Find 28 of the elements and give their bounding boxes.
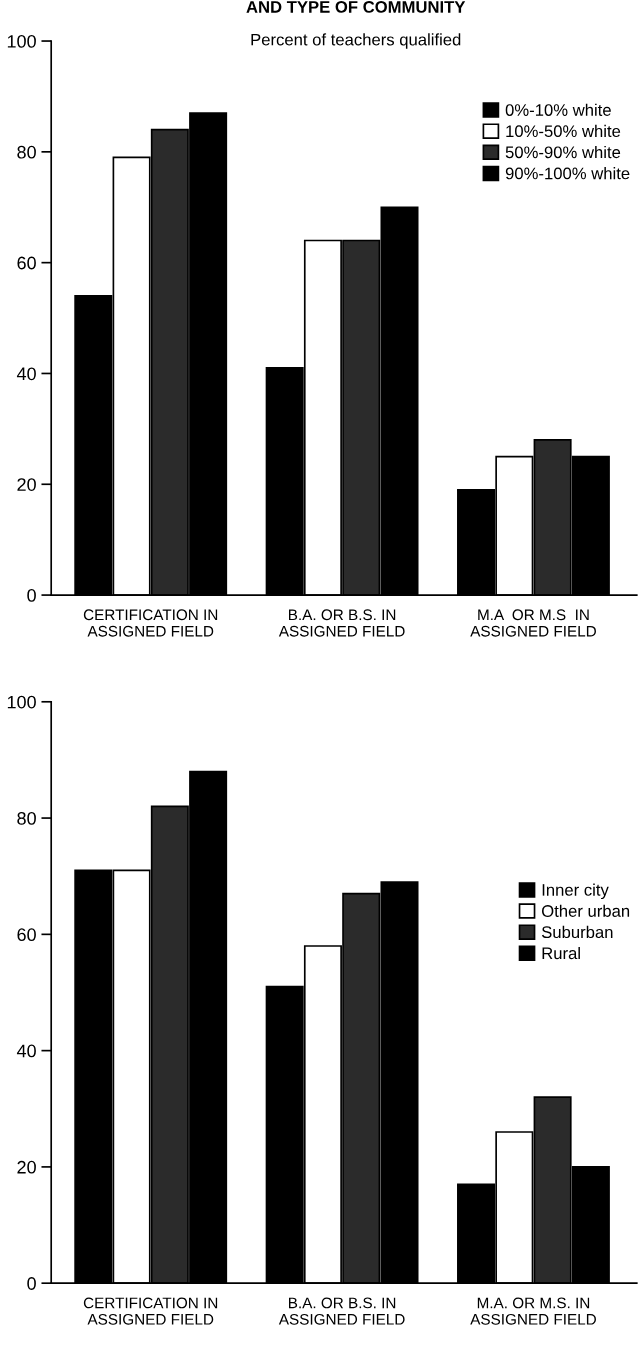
y-tick-label: 100 — [7, 695, 36, 709]
y-tick-label: 0 — [27, 589, 36, 602]
legend-label: 90%-100% white — [505, 167, 630, 180]
legend-label: 10%-50% white — [506, 124, 621, 138]
x-tick-label: CERTIFICATION IN ASSIGNED FIELD — [83, 609, 218, 637]
x-tick-label: M.A OR M.S IN ASSIGNED FIELD — [470, 609, 596, 637]
legend-label: Other urban — [541, 904, 630, 917]
x-tick-label: B.A. OR B.S. IN ASSIGNED FIELD — [278, 1297, 405, 1325]
y-tick-label: 100 — [7, 34, 36, 48]
chart-title: AND TYPE OF COMMUNITY — [246, 1, 466, 13]
y-tick-label: 60 — [17, 928, 36, 942]
y-tick-label: 60 — [17, 256, 36, 270]
y-tick-label: 20 — [17, 1160, 36, 1174]
y-tick-label: 40 — [16, 1044, 36, 1058]
x-tick-label: B.A. OR B.S. IN ASSIGNED FIELD — [278, 609, 405, 637]
legend-label: 50%-90% white — [505, 145, 621, 159]
legend-label: Rural — [542, 946, 580, 960]
x-tick-label: M.A. OR M.S. IN ASSIGNED FIELD — [470, 1297, 596, 1325]
chart-subtitle: Percent of teachers qualified — [251, 33, 461, 49]
y-tick-label: 20 — [17, 478, 36, 491]
x-tick-label: CERTIFICATION IN ASSIGNED FIELD — [83, 1297, 218, 1325]
y-tick-label: 80 — [17, 145, 36, 159]
legend-label: Suburban — [541, 925, 613, 939]
y-tick-label: 80 — [17, 812, 36, 825]
legend-label: Inner city — [542, 883, 609, 900]
y-tick-label: 40 — [16, 367, 36, 381]
legend-label: 0%-10% white — [505, 103, 611, 116]
y-tick-label: 0 — [27, 1277, 36, 1290]
